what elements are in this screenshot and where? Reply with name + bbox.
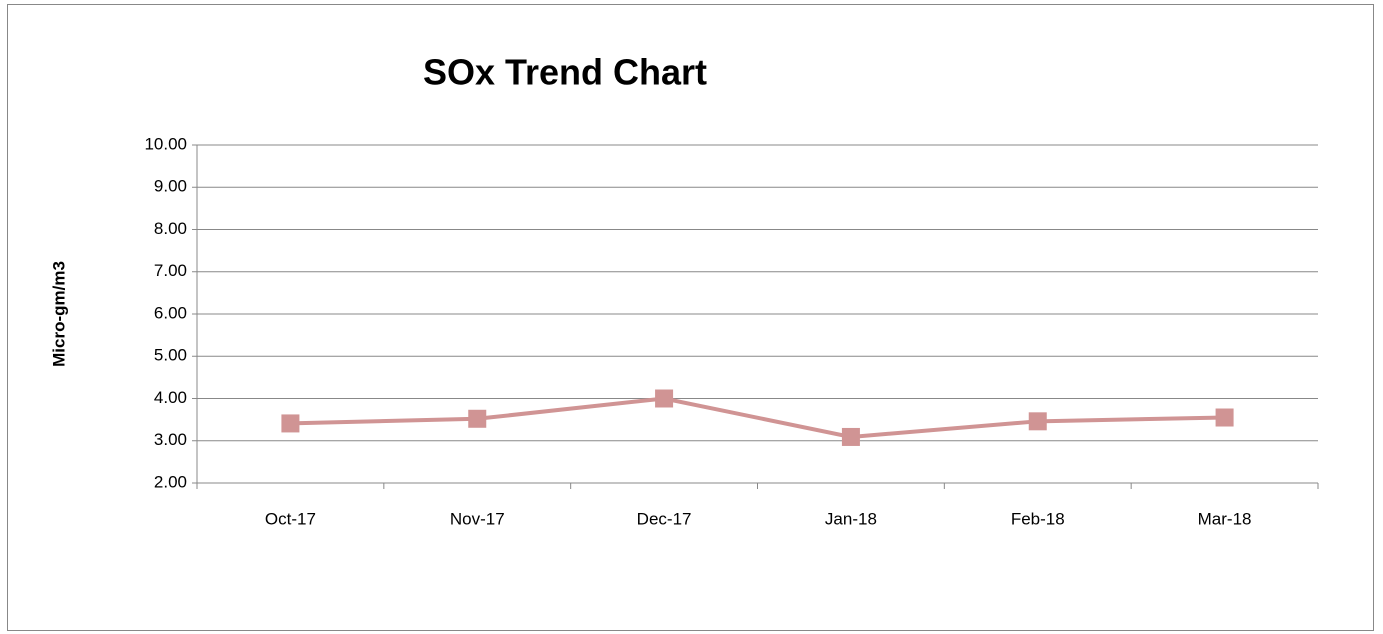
- y-tick-label: 10.00: [144, 134, 187, 153]
- chart-title: SOx Trend Chart: [423, 52, 707, 93]
- x-tick-label: Nov-17: [450, 509, 505, 528]
- data-marker: [841, 427, 860, 446]
- x-tick-label: Mar-18: [1198, 509, 1252, 528]
- x-tick-label: Dec-17: [637, 509, 692, 528]
- data-marker: [281, 414, 300, 433]
- y-tick-label: 8.00: [154, 219, 187, 238]
- y-tick-label: 4.00: [154, 388, 187, 407]
- y-tick-label: 9.00: [154, 177, 187, 196]
- data-marker: [1028, 412, 1047, 431]
- x-tick-label: Feb-18: [1011, 509, 1065, 528]
- data-marker: [468, 409, 487, 428]
- y-tick-label: 2.00: [154, 472, 187, 491]
- chart-frame: [7, 4, 1374, 631]
- y-axis-label: Micro-gm/m3: [49, 261, 68, 367]
- data-marker: [655, 389, 674, 408]
- y-tick-label: 3.00: [154, 430, 187, 449]
- y-tick-label: 6.00: [154, 303, 187, 322]
- x-tick-label: Jan-18: [825, 509, 877, 528]
- series-line: [290, 396, 1225, 439]
- y-tick-label: 5.00: [154, 346, 187, 365]
- y-tick-label: 7.00: [154, 261, 187, 280]
- x-tick-label: Oct-17: [265, 509, 316, 528]
- data-marker: [1215, 408, 1234, 427]
